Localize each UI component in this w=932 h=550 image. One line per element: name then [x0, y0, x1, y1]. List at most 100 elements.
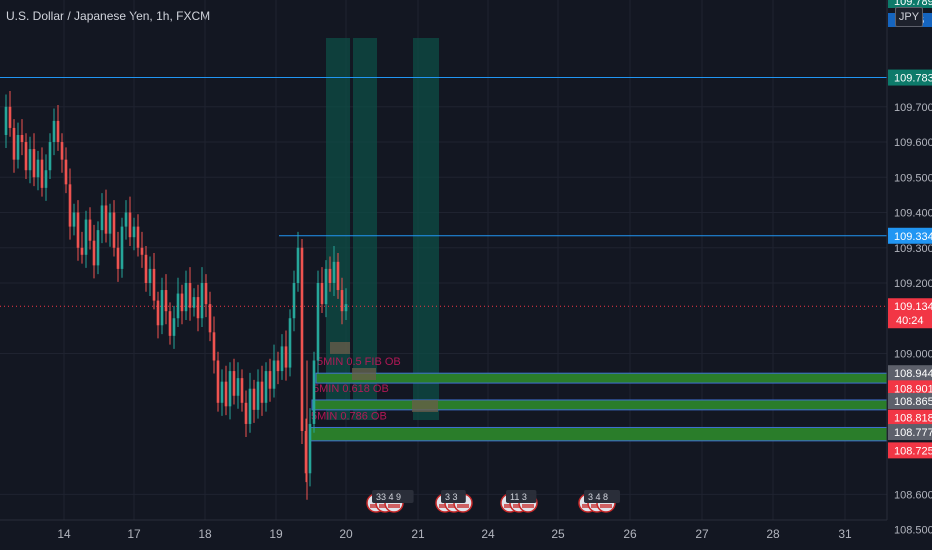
candle-body: [256, 381, 260, 410]
candle-body: [32, 149, 36, 178]
x-tick-label: 25: [551, 527, 565, 541]
candle-body: [8, 106, 12, 128]
candle-body: [56, 120, 60, 143]
level-label: [888, 424, 932, 441]
currency-button[interactable]: JPY: [895, 7, 923, 27]
candle-body: [24, 142, 28, 171]
candle-body: [312, 360, 316, 424]
x-tick-label: 21: [411, 527, 425, 541]
level-label: [888, 409, 932, 426]
candle-body: [328, 268, 332, 283]
candle-body: [192, 297, 196, 308]
order-block-zone: [311, 399, 888, 411]
candle-body: [112, 212, 116, 248]
level-label-text: 108.901: [894, 383, 932, 395]
order-block-zone: [309, 426, 888, 442]
candle-body: [228, 371, 232, 407]
level-label-text: 108.725: [894, 445, 932, 457]
candle-body: [308, 423, 312, 474]
candle-body: [168, 311, 172, 336]
order-block-label: 5MIN 0.5 FIB OB: [317, 356, 401, 368]
x-tick-label: 26: [623, 527, 637, 541]
candle-body: [288, 318, 292, 368]
level-label-text: 108.865: [894, 396, 932, 408]
candle-body: [96, 230, 100, 266]
event-badge: [372, 490, 414, 503]
candle-body: [176, 293, 180, 319]
price-label-top: [888, 0, 932, 8]
candle-body: [196, 297, 200, 319]
candle-body: [292, 282, 296, 319]
candle-body: [144, 254, 148, 283]
event-badge: [441, 490, 466, 503]
x-tick-label: 17: [127, 527, 141, 541]
order-block-label: 5MIN 0.618 OB: [313, 383, 389, 395]
countdown-label: 40:24: [896, 315, 924, 327]
candle-body: [84, 219, 88, 255]
candle-body: [268, 371, 272, 389]
candle-body: [180, 293, 184, 312]
candle-body: [48, 142, 52, 171]
candle-body: [208, 304, 212, 333]
candle-body: [232, 371, 236, 396]
candle-body: [148, 268, 152, 283]
price-line-label-text: 109.783: [894, 73, 932, 85]
y-tick-label: 109.200: [894, 278, 932, 290]
candle-body: [212, 332, 216, 361]
candle-body: [272, 360, 276, 389]
candle-body: [340, 290, 344, 312]
candle-body: [128, 212, 132, 238]
candle-body: [344, 304, 348, 312]
candle-body: [16, 134, 20, 160]
y-tick-label: 109.400: [894, 208, 932, 220]
candle-body: [4, 106, 8, 135]
candle-body: [244, 402, 248, 424]
x-tick-label: 20: [339, 527, 353, 541]
candle-body: [72, 212, 76, 227]
order-block-label: 5MIN 0.786 OB: [311, 410, 387, 422]
level-label: [888, 380, 932, 397]
event-flag-stripe: [522, 504, 534, 508]
event-flag-stripe: [457, 504, 469, 508]
chart-title: U.S. Dollar / Japanese Yen, 1h, FXCM: [6, 9, 211, 23]
candle-body: [160, 290, 164, 326]
y-tick-label: 109.000: [894, 348, 932, 360]
x-tick-label: 14: [57, 527, 71, 541]
position-zone: [353, 38, 377, 420]
order-block-source-box: [412, 400, 438, 412]
candle-body: [132, 226, 136, 238]
candle-body: [188, 282, 192, 308]
candle-body: [260, 381, 264, 403]
candle-body: [60, 142, 64, 160]
candle-body: [152, 268, 156, 301]
candle-body: [204, 282, 208, 305]
position-zone: [326, 38, 350, 420]
y-tick-label: 109.500: [894, 172, 932, 184]
y-tick-label: 109.600: [894, 137, 932, 149]
level-label-text: 108.944: [894, 368, 932, 380]
candle-body: [304, 430, 308, 474]
event-badge: [506, 490, 537, 503]
last-price-label: [888, 298, 932, 329]
candle-body: [200, 282, 204, 319]
candle-body: [156, 300, 160, 326]
candle-body: [64, 159, 68, 185]
candle-body: [136, 226, 140, 248]
y-tick-label: 109.300: [894, 243, 932, 255]
candle-body: [164, 290, 168, 312]
candle-body: [20, 134, 24, 143]
candle-body: [324, 268, 328, 305]
event-flag-stripe: [600, 504, 612, 508]
level-label: [888, 365, 932, 382]
x-tick-label: 27: [695, 527, 709, 541]
candle-body: [104, 205, 108, 234]
candle-body: [252, 388, 256, 410]
candle-body: [80, 247, 84, 255]
level-label-text: 108.777: [894, 427, 932, 439]
price-line-label: [888, 227, 932, 244]
candle-body: [100, 205, 104, 231]
candle-body: [172, 318, 176, 336]
candle-body: [220, 381, 224, 403]
